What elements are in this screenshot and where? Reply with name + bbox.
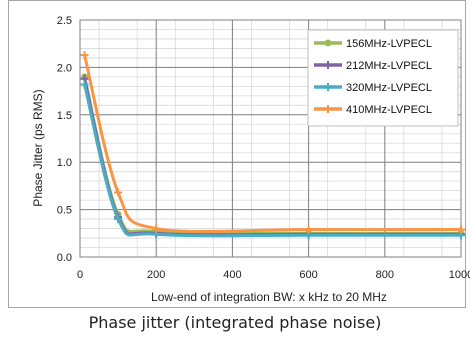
legend-marker-156mhz-lvpecl (324, 39, 332, 47)
data-point-410mhz-lvpecl (114, 188, 123, 197)
figure-caption: Phase jitter (integrated phase noise) (88, 313, 382, 332)
data-point-410mhz-lvpecl (80, 51, 89, 60)
legend-label-320mhz-lvpecl: 320MHz-LVPECL (346, 82, 432, 94)
series-line-410mhz-lvpecl (83, 53, 463, 234)
legend-marker-212mhz-lvpecl (324, 61, 332, 69)
grid (79, 19, 462, 258)
series-line-320mhz-lvpecl (83, 82, 463, 238)
legend: 156MHz-LVPECL 212MHz-LVPECL 320MHz-LVPECL 4… (307, 29, 459, 127)
x-tick-label: 0 (77, 269, 83, 281)
x-tick-label: 800 (376, 269, 394, 281)
legend-label-212mhz-lvpecl: 212MHz-LVPECL (346, 60, 432, 72)
legend-marker-320mhz-lvpecl (324, 83, 332, 91)
legend-label-410mhz-lvpecl: 410MHz-LVPECL (346, 104, 432, 116)
x-axis-label: Low-end of integration BW: x kHz to 20 M… (151, 290, 387, 304)
legend-label-156mhz-lvpecl: 156MHz-LVPECL (346, 38, 432, 50)
x-tick-label: 400 (223, 269, 241, 281)
plot-area-border (79, 19, 462, 258)
x-tick-label: 200 (147, 269, 165, 281)
data-point-320mhz-lvpecl (114, 215, 123, 224)
x-tick-label: 1000 (449, 269, 470, 281)
data-point-320mhz-lvpecl (80, 80, 89, 89)
data-point-410mhz-lvpecl (304, 225, 313, 234)
y-tick-label: 1.0 (57, 157, 72, 169)
legend-marker-410mhz-lvpecl (324, 105, 332, 113)
data-point-410mhz-lvpecl (152, 224, 161, 233)
y-axis-label: Phase Jitter (ps RMS) (31, 89, 45, 206)
series (80, 51, 465, 240)
data-point-410mhz-lvpecl (457, 225, 465, 234)
x-tick-label: 600 (299, 269, 317, 281)
y-tick-label: 1.5 (57, 110, 72, 122)
y-tick-label: 2.5 (57, 15, 72, 27)
y-tick-label: 2.0 (57, 62, 72, 74)
y-tick-label: 0.5 (57, 205, 72, 217)
axes: 0.0 0.5 1.0 1.5 2.0 2.5 0 200 400 600 800 1000 (57, 15, 470, 281)
y-tick-label: 0.0 (57, 252, 72, 264)
